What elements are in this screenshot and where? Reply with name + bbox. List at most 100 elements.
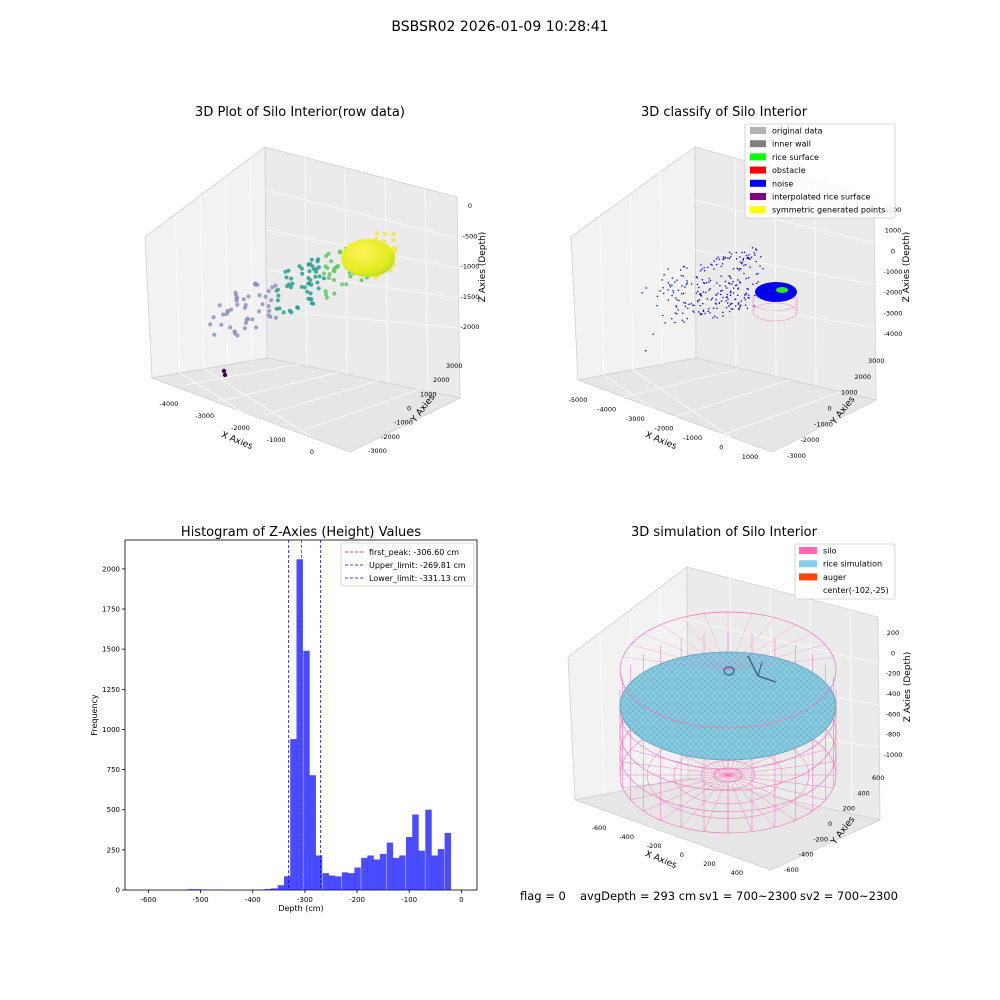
classify-noise-point (683, 301, 685, 304)
classify-noise-point (733, 287, 735, 289)
classify-noise-point (732, 308, 734, 310)
figure-footer: flag = 0 avgDepth = 293 cm sv1 = 700~230… (520, 889, 898, 903)
classify-noise-point (754, 294, 756, 297)
panel-histogram-title: Histogram of Z-Axies (Height) Values (181, 525, 421, 540)
cls-x-tick-label: -3000 (626, 415, 645, 423)
classify-noise-point (737, 303, 739, 305)
histogram-bar (341, 872, 349, 890)
classify-noise-point (737, 287, 740, 289)
classify-noise-point (716, 282, 718, 284)
classify-noise-point (730, 308, 732, 310)
raw-data-point (242, 326, 247, 331)
classify-noise-point (701, 268, 703, 270)
sim-y-tick-label: -400 (799, 851, 814, 859)
raw-z-tick-label: -500 (463, 232, 478, 240)
classify-noise-point (715, 294, 717, 296)
silo-roof-spoke (727, 656, 834, 671)
histogram-x-ticks: -600 -500 -400 -300 -200 -100 0 (141, 890, 464, 904)
classify-noise-point (676, 279, 678, 281)
histogram-bar (270, 888, 278, 890)
classify-noise-point (711, 264, 713, 266)
classify-noise-point (760, 256, 762, 258)
classify-noise-point (709, 279, 712, 282)
silo-roof-spoke (727, 644, 826, 671)
cls-z-tick-label: 1000 (885, 227, 902, 235)
raw-data-point (257, 293, 262, 298)
classify-noise-point (741, 261, 743, 263)
histogram-bar (322, 873, 329, 890)
classify-noise-point (697, 299, 699, 302)
cls-z-tick-label: -3000 (884, 309, 903, 317)
classify-noise-point (697, 290, 699, 293)
classify-noise-point (718, 258, 721, 260)
classify-noise-point (702, 282, 705, 284)
raw-data-point (297, 264, 302, 269)
raw-data-point (316, 286, 321, 291)
footer-avg-depth: avgDepth = 293 cm (580, 889, 696, 903)
raw-data-point (221, 368, 227, 374)
classify-legend-label: inner wall (772, 140, 811, 149)
classify-noise-point (685, 283, 687, 285)
raw-data-point (324, 295, 329, 300)
histogram-bar (406, 837, 413, 890)
panel-classify-3d-zlabel: Z Axies (Depth) (902, 232, 912, 303)
panel-simulation-3d-title: 3D simulation of Silo Interior (631, 525, 818, 540)
histogram-bar (283, 876, 291, 890)
classify-noise-point (722, 256, 724, 258)
raw-data-point (382, 231, 387, 236)
classify-noise-point (662, 287, 664, 289)
classify-noise-point (686, 317, 688, 320)
classify-noise-point (708, 281, 710, 283)
silo-floor-hub (713, 767, 743, 783)
histogram-x-tick-label: -500 (193, 896, 209, 904)
classify-noise-point (699, 312, 702, 315)
footer-flag: flag = 0 (520, 889, 566, 903)
classify-noise-point (748, 297, 750, 299)
classify-noise-point (731, 302, 733, 305)
classify-noise-point (667, 289, 669, 291)
classify-noise-point (721, 263, 724, 265)
classify-noise-point (696, 277, 698, 279)
raw-data-point (348, 274, 353, 279)
raw-data-point (266, 289, 271, 294)
raw-data-point (373, 275, 378, 280)
classify-noise-point (744, 304, 747, 306)
classify-noise-point (725, 307, 728, 309)
raw-data-point (289, 276, 294, 281)
classify-legend-swatch (750, 206, 766, 214)
histogram-bar (303, 650, 310, 890)
raw-data-point (329, 259, 334, 264)
panel-classify-3d-x-ticks: -5000 -4000 -3000 -2000 -1000 0 1000 (569, 396, 759, 461)
classify-noise-point (675, 297, 677, 299)
raw-y-tick-label: -2000 (381, 433, 400, 441)
classify-noise-point (717, 256, 719, 258)
raw-data-point (273, 283, 278, 288)
raw-data-point (308, 291, 313, 296)
panel-classify-3d: 3D classify of Silo Interior (569, 105, 912, 461)
raw-data-point (306, 281, 311, 286)
raw-data-point (274, 315, 278, 320)
classify-noise-point (738, 308, 740, 311)
classify-noise-point (671, 277, 673, 279)
classify-legend-swatch (750, 193, 766, 200)
raw-data-point (235, 333, 240, 338)
classify-noise-point (721, 289, 723, 292)
raw-data-point (208, 322, 213, 327)
classify-noise-point (681, 319, 683, 321)
raw-y-tick-label: -3000 (368, 447, 387, 455)
panel-classify-3d-title: 3D classify of Silo Interior (641, 105, 808, 120)
classify-noise-point (744, 299, 746, 301)
histogram-x-tick-label: -200 (349, 896, 365, 904)
classify-noise-point (728, 257, 730, 259)
classify-noise-point (677, 289, 679, 291)
histogram-x-tick-label: -100 (401, 896, 417, 904)
classify-noise-point (687, 307, 689, 309)
raw-data-point (290, 281, 295, 286)
raw-data-point (317, 274, 322, 279)
classify-noise-point (726, 296, 728, 298)
raw-y-tick-label: 2000 (433, 376, 450, 384)
classify-noise-point (707, 310, 709, 312)
histogram-x-tick-label: -300 (297, 896, 313, 904)
histogram-x-tick-label: -400 (245, 896, 261, 904)
simulation-legend-label: silo (823, 547, 837, 556)
